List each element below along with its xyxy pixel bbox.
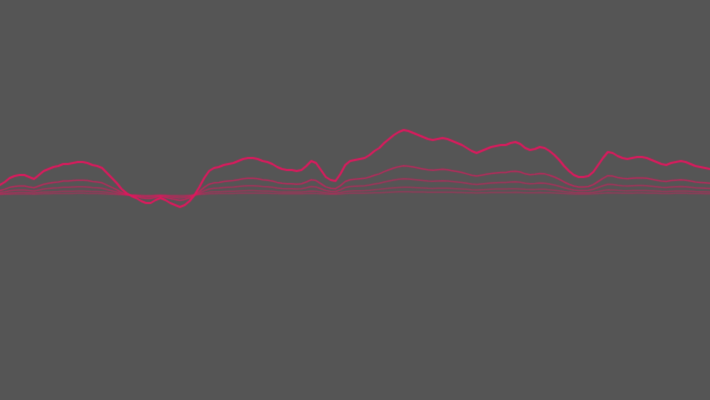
visualizer-stage bbox=[0, 0, 710, 400]
waveform-canvas bbox=[0, 0, 710, 400]
